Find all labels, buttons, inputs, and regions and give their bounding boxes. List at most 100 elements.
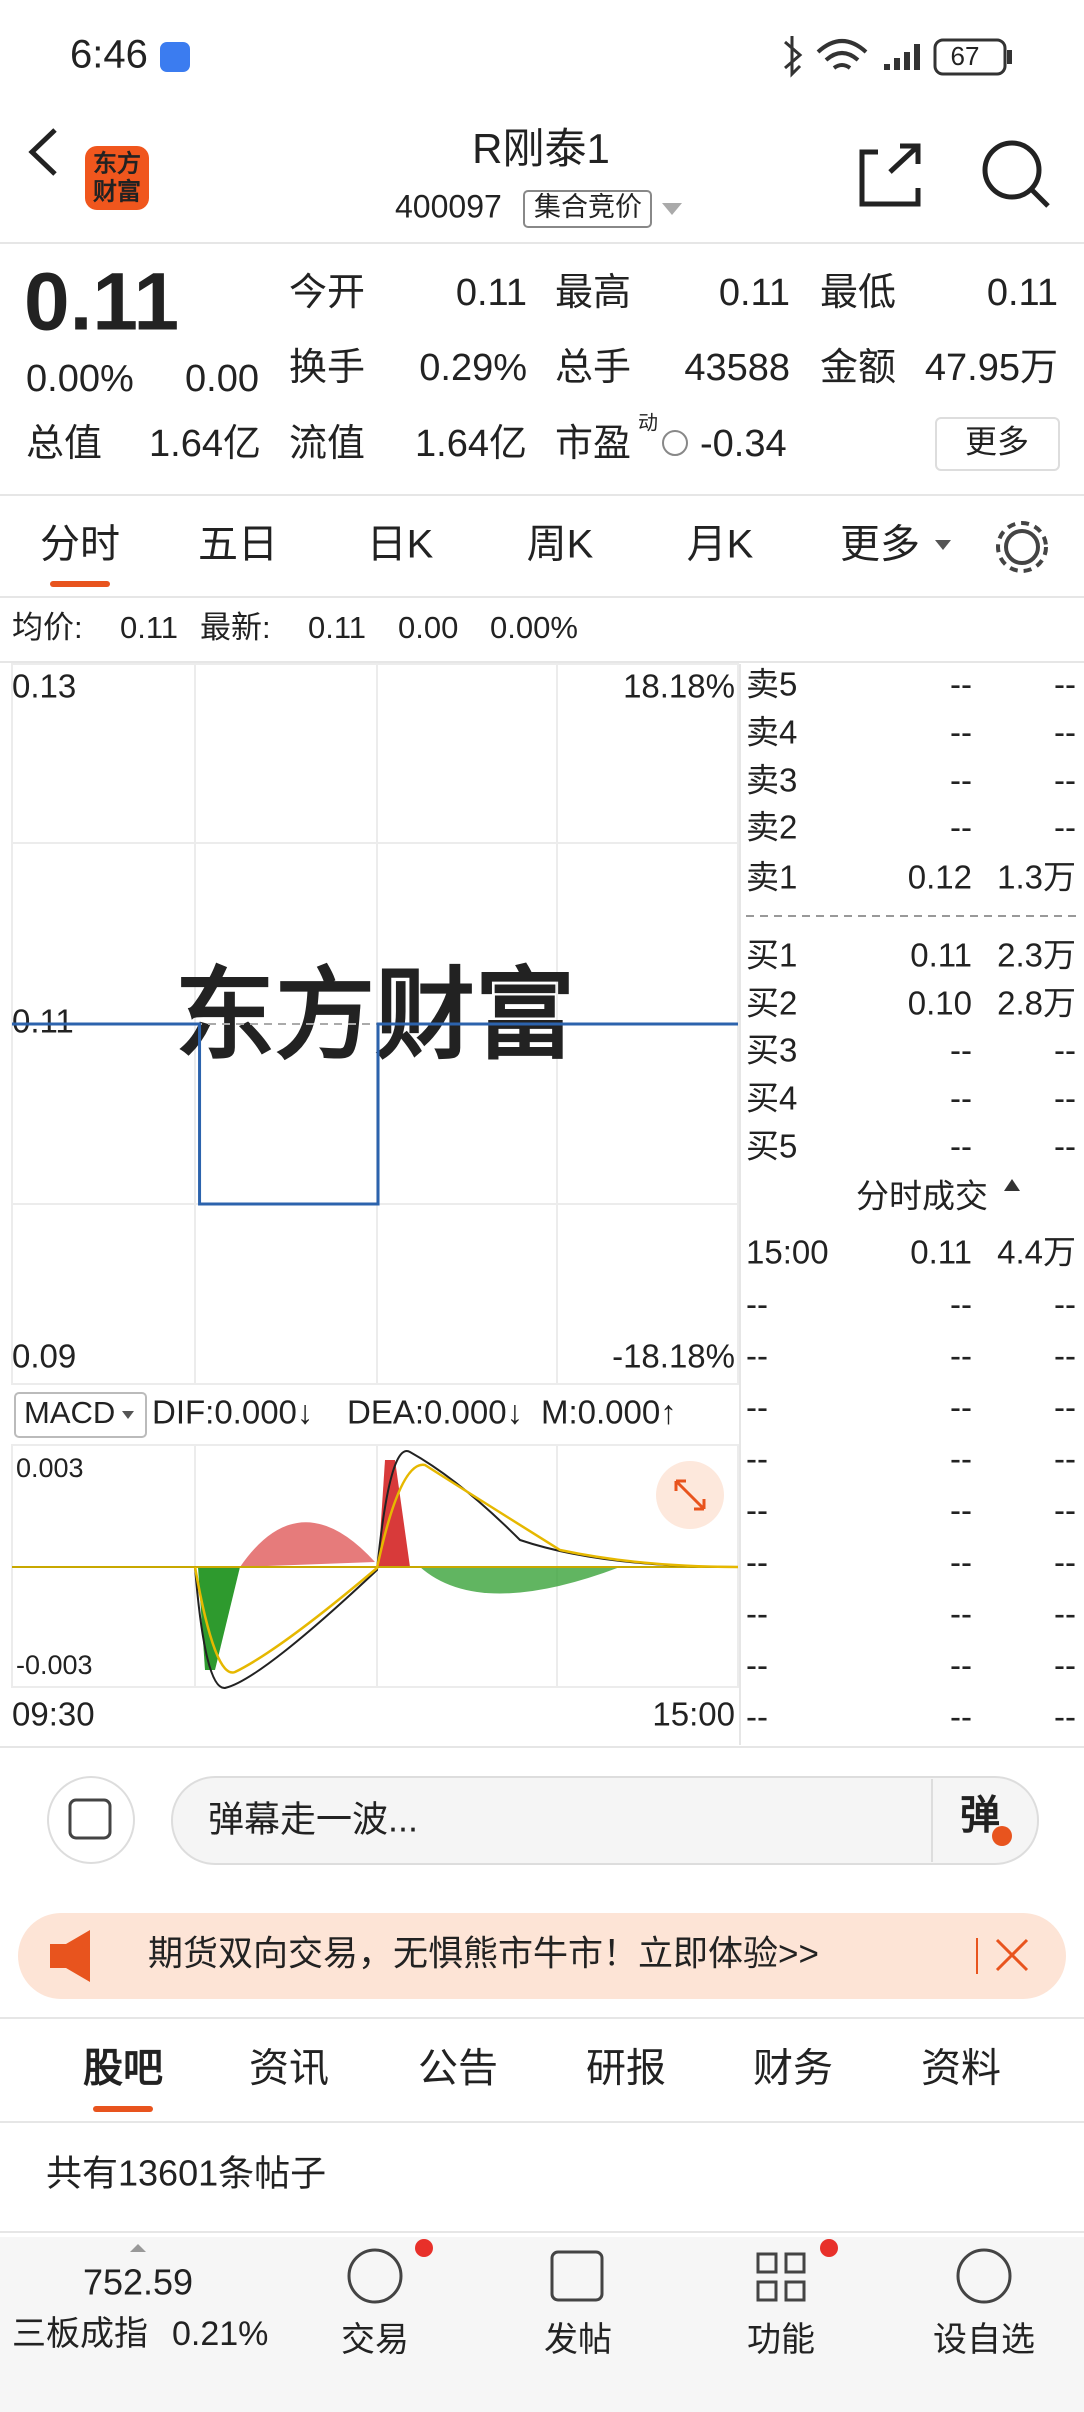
trade-time: -- (746, 1389, 768, 1426)
book-label: 买4 (746, 1080, 797, 1117)
trade-volume: -- (1054, 1337, 1076, 1374)
field-label: 最高 (555, 272, 631, 314)
badge (415, 2239, 433, 2257)
book-price: -- (950, 666, 972, 703)
trade-icon (347, 2248, 403, 2304)
book-price: -- (950, 714, 972, 751)
danmaku-toggle[interactable] (47, 1776, 135, 1864)
more-button[interactable] (935, 417, 1060, 471)
trades-arrow (1004, 1179, 1020, 1191)
avg-label: 均价: (12, 610, 83, 645)
comment-input[interactable] (171, 1776, 1039, 1865)
trade-price: -- (950, 1543, 972, 1580)
trade-price: 0.11 (910, 1234, 972, 1271)
share-button[interactable] (859, 143, 921, 207)
trade-time: -- (746, 1647, 768, 1684)
clock: 6:46 (70, 33, 148, 77)
macd-selector-box[interactable] (14, 1392, 147, 1438)
index-change[interactable]: 0.21% (172, 2315, 268, 2353)
trade-volume: 4.4万 (997, 1234, 1076, 1271)
field-label: 流值 (289, 423, 365, 465)
banner-text[interactable]: 期货双向交易，无惧熊市牛市！立即体验>> (148, 1934, 819, 1973)
section-tab[interactable]: 财务 (753, 2047, 833, 2091)
latest-change: 0.00 (398, 610, 458, 645)
settings-button[interactable] (1004, 529, 1040, 565)
search-button[interactable] (982, 140, 1042, 200)
book-price: -- (950, 762, 972, 799)
trade-price: -- (950, 1492, 972, 1529)
section-tab[interactable]: 股吧 (83, 2047, 163, 2091)
book-volume: -- (1054, 1080, 1076, 1117)
book-label: 买3 (746, 1032, 797, 1069)
book-volume: -- (1054, 714, 1076, 751)
back-button[interactable] (28, 128, 57, 176)
tab[interactable]: 日K (367, 523, 434, 567)
trade-time: -- (746, 1492, 768, 1529)
section-tab[interactable]: 研报 (586, 2047, 666, 2091)
section-tab[interactable]: 资料 (921, 2047, 1001, 2091)
nav-item[interactable]: 发帖 (544, 2321, 612, 2359)
trade-time: -- (746, 1698, 768, 1735)
search-handle (1030, 188, 1050, 208)
battery-level: 67 (951, 41, 980, 71)
tab[interactable]: 月K (687, 523, 754, 567)
book-label: 买5 (746, 1128, 797, 1165)
tab[interactable]: 分时 (40, 523, 120, 567)
index-name[interactable]: 三板成指 (12, 2315, 148, 2353)
field-label: 总值 (26, 423, 102, 465)
nav-item[interactable]: 设自选 (933, 2321, 1035, 2359)
danmaku-send[interactable]: 弹 (960, 1794, 1000, 1838)
book-label: 卖1 (746, 859, 797, 896)
index-arrow (130, 2244, 146, 2252)
book-price: 0.12 (908, 859, 972, 896)
trade-price: -- (950, 1389, 972, 1426)
change-pct: 0.00% (26, 358, 134, 400)
pct-label: -18.18% (612, 1338, 735, 1375)
megaphone-icon (50, 1930, 90, 1982)
book-price: -- (950, 809, 972, 846)
trade-volume: -- (1054, 1543, 1076, 1580)
danmaku-icon (68, 1798, 112, 1840)
field-label: 今开 (289, 272, 365, 314)
tab[interactable]: 五日 (198, 523, 278, 567)
app-icon (160, 42, 190, 72)
book-label: 卖3 (746, 762, 797, 799)
tab[interactable]: 周K (527, 523, 594, 567)
book-label: 卖4 (746, 714, 797, 751)
avg-value: 0.11 (120, 610, 178, 645)
trade-price: -- (950, 1440, 972, 1477)
field-label: 换手 (289, 347, 365, 389)
field-value: 43588 (684, 347, 790, 389)
more-button-label[interactable]: 更多 (965, 423, 1029, 459)
nav-item[interactable]: 功能 (747, 2321, 815, 2359)
section-tab[interactable]: 资讯 (249, 2047, 329, 2091)
banner-close[interactable] (995, 1938, 1029, 1972)
logo (85, 146, 149, 210)
index-value[interactable]: 752.59 (83, 2262, 193, 2303)
tab[interactable]: 更多 (840, 523, 920, 567)
pe-info-icon[interactable] (662, 430, 688, 456)
field-value: 1.64亿 (415, 423, 527, 465)
book-price: -- (950, 1032, 972, 1069)
nav-item[interactable]: 交易 (341, 2321, 409, 2359)
macd-bottom: -0.003 (16, 1650, 93, 1680)
book-label: 卖5 (746, 666, 797, 703)
stock-tag: 集合竞价 (534, 192, 642, 222)
book-label: 卖2 (746, 809, 797, 846)
section-tab[interactable]: 公告 (418, 2047, 498, 2091)
trades-title[interactable]: 分时成交 (856, 1178, 988, 1215)
book-price: -- (950, 1080, 972, 1117)
banner[interactable] (18, 1913, 1066, 1999)
stock-name: R刚泰1 (472, 125, 610, 172)
dropdown-arrow[interactable] (662, 203, 682, 215)
field-value: 0.11 (719, 272, 790, 314)
macd-selector[interactable]: MACD (24, 1395, 115, 1430)
trade-price: -- (950, 1595, 972, 1632)
y-tick-label: 0.13 (12, 668, 76, 705)
book-volume: -- (1054, 1128, 1076, 1165)
more-arrow (935, 540, 951, 550)
field-value: 1.64亿 (149, 423, 261, 465)
trade-price: -- (950, 1698, 972, 1735)
badge (820, 2239, 838, 2257)
